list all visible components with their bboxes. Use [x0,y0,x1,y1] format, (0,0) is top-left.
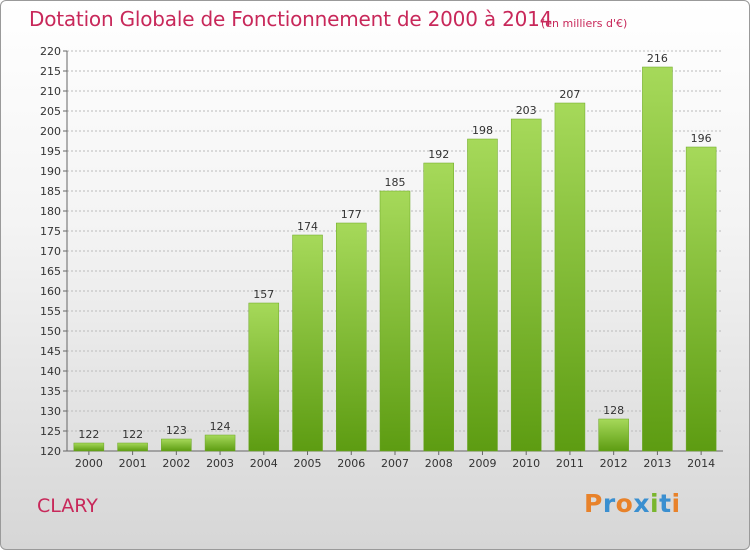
bar-2012 [598,418,629,452]
data-label: 177 [341,208,362,221]
bar-2002 [161,438,192,452]
data-label: 198 [472,124,493,137]
x-tick-label: 2009 [468,457,496,470]
bar-2001 [117,442,148,452]
y-tick-label: 170 [40,245,61,258]
y-tick-label: 210 [40,85,61,98]
logo-letter: t [659,489,672,518]
x-tick-label: 2008 [425,457,453,470]
x-tick-label: 2012 [600,457,628,470]
x-tick-label: 2000 [75,457,103,470]
x-tick-label: 2014 [687,457,715,470]
y-tick-label: 160 [40,285,61,298]
y-tick-label: 185 [40,185,61,198]
bar-2003 [204,434,236,452]
data-label: 122 [78,428,99,441]
data-label: 216 [647,52,668,65]
y-tick-label: 165 [40,265,61,278]
data-label: 207 [559,88,580,101]
bar-2013 [642,66,673,452]
logo-letter: o [615,489,634,518]
y-tick-label: 190 [40,165,61,178]
bar-2014 [685,146,717,452]
data-label: 124 [210,420,231,433]
x-tick-label: 2006 [337,457,365,470]
bar-2006 [336,222,367,452]
axis-layer: 120 125 130 135 140 145 150 155 160 165 170 175 180 1… [40,45,723,470]
commune-name: CLARY [37,495,98,517]
data-label: 157 [253,288,274,301]
x-tick-label: 2010 [512,457,540,470]
bar-2004 [248,302,280,452]
bar-2005 [292,234,323,452]
chart-title: Dotation Globale de Fonctionnement de 20… [29,7,553,31]
y-tick-label: 180 [40,205,61,218]
bar-2007 [379,190,411,452]
x-tick-label: 2001 [119,457,147,470]
y-tick-label: 205 [40,105,61,118]
data-label: 192 [428,148,449,161]
data-label: 128 [603,404,624,417]
x-tick-label: 2003 [206,457,234,470]
bar-layer [73,66,717,452]
y-tick-label: 155 [40,305,61,318]
label-layer: 122 122 123 124 157 174 177 185 192 198 203 207 128 2… [78,52,711,441]
y-tick-label: 200 [40,125,61,138]
data-label: 185 [385,176,406,189]
x-tick-label: 2011 [556,457,584,470]
bar-2011 [554,102,586,452]
y-tick-label: 145 [40,345,61,358]
y-tick-label: 125 [40,425,61,438]
y-tick-label: 195 [40,145,61,158]
y-tick-label: 135 [40,385,61,398]
bar-2008 [423,162,454,452]
logo-letter: i [650,489,660,518]
logo-letter: r [602,489,616,518]
logo-letter: P [584,489,603,518]
logo-letter: i [671,489,681,518]
chart-units: (en milliers d'€) [541,17,628,30]
data-label: 122 [122,428,143,441]
x-tick-label: 2013 [643,457,671,470]
x-tick-label: 2004 [250,457,278,470]
y-tick-label: 220 [40,45,61,58]
x-tick-label: 2002 [162,457,190,470]
bar-2009 [467,138,498,452]
y-tick-label: 150 [40,325,61,338]
y-tick-label: 120 [40,445,61,458]
y-tick-label: 130 [40,405,61,418]
y-tick-label: 215 [40,65,61,78]
logo-letter: x [633,489,650,518]
data-label: 196 [691,132,712,145]
data-label: 123 [166,424,187,437]
proxiti-logo[interactable]: Proxiti [584,489,681,518]
bar-2010 [510,118,542,452]
x-tick-label: 2007 [381,457,409,470]
y-tick-label: 140 [40,365,61,378]
data-label: 174 [297,220,318,233]
data-label: 203 [516,104,537,117]
bar-2000 [73,442,105,452]
x-tick-label: 2005 [294,457,322,470]
y-tick-label: 175 [40,225,61,238]
